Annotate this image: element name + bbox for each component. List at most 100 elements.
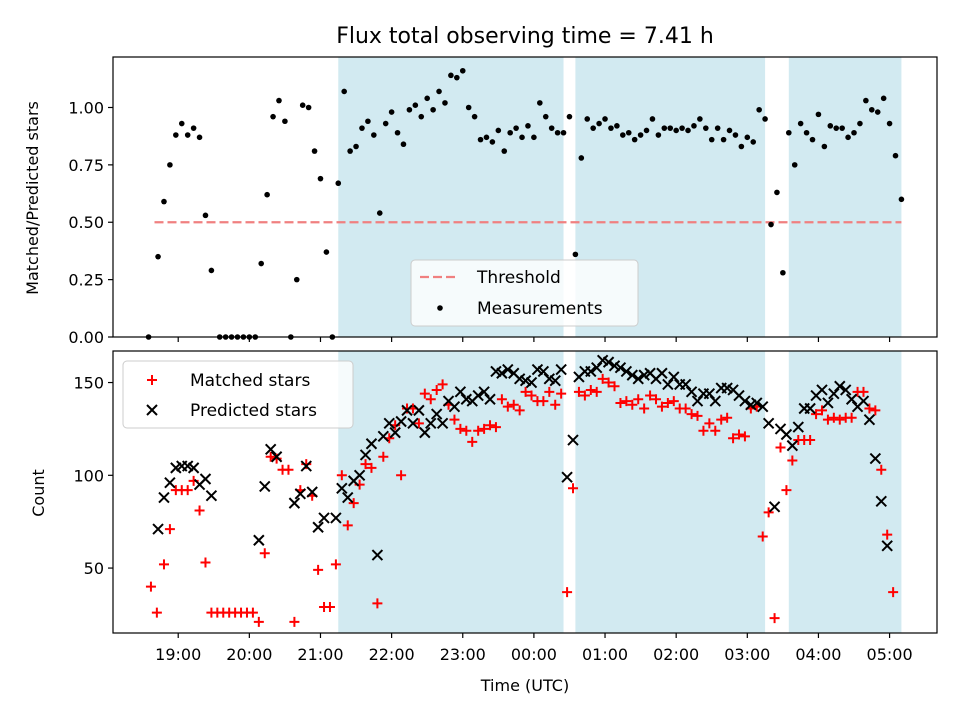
matched-star-point (467, 436, 478, 447)
measurement-point (311, 148, 318, 154)
measurement-point (477, 136, 484, 143)
measurement-point (382, 120, 389, 127)
matched-star-point (822, 414, 833, 425)
predicted-star-point (377, 430, 390, 443)
measurement-point (851, 129, 857, 136)
matched-star-point (621, 396, 632, 407)
predicted-star-point (840, 384, 852, 396)
matched-star-point (473, 425, 484, 436)
measurement-point (548, 125, 555, 131)
legend-measurement-swatch (437, 305, 443, 311)
measurement-point (483, 134, 490, 141)
y-axis-label-top: Matched/Predicted stars (23, 101, 42, 295)
matched-star-point (858, 386, 869, 397)
matched-star-point (378, 451, 389, 462)
x-tick-label: 20:00 (226, 645, 272, 664)
matched-star-point (520, 386, 531, 397)
predicted-star-point (549, 374, 561, 387)
predicted-star-point (413, 404, 425, 417)
matched-star-point (496, 394, 507, 405)
x-tick-label: 21:00 (297, 645, 343, 664)
matched-star-point (692, 410, 703, 421)
predicted-star-point (691, 395, 704, 407)
measurement-point (863, 97, 869, 104)
matched-star-point (846, 412, 857, 423)
axes-frame (112, 56, 938, 338)
matched-star-point (366, 462, 377, 473)
measurement-point (507, 129, 513, 136)
measurement-point (436, 88, 442, 95)
predicted-star-point (158, 491, 170, 504)
matched-star-point (348, 498, 359, 509)
matched-star-point (728, 433, 739, 444)
matched-star-point (609, 381, 620, 392)
matched-star-point (888, 587, 899, 598)
y-tick-label: 0.25 (68, 271, 104, 290)
measurement-point (845, 134, 851, 141)
matched-star-point (710, 425, 721, 436)
matched-star-point (597, 373, 608, 384)
matched-star-point (603, 377, 614, 388)
matched-star-point (514, 405, 525, 416)
measurement-point (691, 123, 697, 129)
measurement-point (394, 129, 401, 136)
matched-star-point (324, 602, 335, 613)
predicted-star-point (792, 421, 804, 433)
measurement-point (732, 132, 739, 138)
matched-star-point (145, 581, 156, 592)
predicted-star-point (359, 449, 372, 461)
measurement-point (602, 116, 608, 122)
predicted-star-point (828, 387, 840, 400)
measurement-point (892, 152, 899, 159)
measurement-point (359, 125, 365, 131)
matched-star-point (479, 423, 490, 434)
predicted-star-point (478, 386, 490, 398)
matched-star-point (739, 431, 750, 442)
predicted-star-point (632, 373, 644, 385)
measurement-point (341, 88, 347, 95)
measurement-point (365, 118, 371, 125)
predicted-star-point (834, 380, 846, 392)
measurement-point (720, 136, 727, 143)
measurement-point (874, 109, 881, 115)
predicted-star-point (703, 387, 716, 400)
measurement-point (347, 148, 353, 154)
matched-star-point (372, 598, 383, 609)
x-tick-label: 01:00 (582, 645, 628, 664)
y-tick-label: 50 (84, 559, 104, 578)
measurement-point (323, 249, 330, 255)
measurement-point (738, 143, 745, 150)
measurement-point (202, 212, 209, 219)
count-plot: 50 100 150 19:00 20:00 21:00 22:00 23:00 00:00 01… (73, 350, 938, 664)
matched-star-point (627, 399, 638, 410)
predicted-star-point (502, 363, 514, 376)
measurement-point (299, 102, 306, 108)
predicted-star-point (472, 389, 484, 402)
matched-star-point (419, 388, 430, 399)
predicted-star-point (804, 402, 816, 415)
predicted-star-point (751, 397, 763, 409)
predicted-star-point (496, 367, 508, 379)
predicted-star-point (762, 417, 775, 430)
measurement-point (418, 113, 425, 120)
matched-star-point (313, 564, 324, 575)
measurement-point (161, 198, 167, 205)
matched-star-point (787, 455, 798, 466)
measurement-point (839, 125, 845, 131)
predicted-star-point (288, 497, 301, 509)
predicted-star-point (318, 512, 330, 524)
measurement-point (196, 134, 203, 141)
predicted-star-point (336, 482, 348, 494)
measurement-point (750, 139, 757, 145)
y-tick-label: 1.00 (68, 98, 104, 117)
matched-star-point (455, 423, 466, 434)
legend-predicted-swatch (146, 404, 158, 416)
measurement-point (208, 267, 215, 274)
measurement-point (412, 102, 419, 108)
predicted-star-point (484, 393, 496, 405)
legend: Threshold Measurements (410, 259, 639, 327)
measurement-point (276, 97, 282, 104)
measurement-point (821, 143, 828, 150)
matched-star-point (680, 403, 691, 414)
matched-star-point (633, 394, 644, 405)
